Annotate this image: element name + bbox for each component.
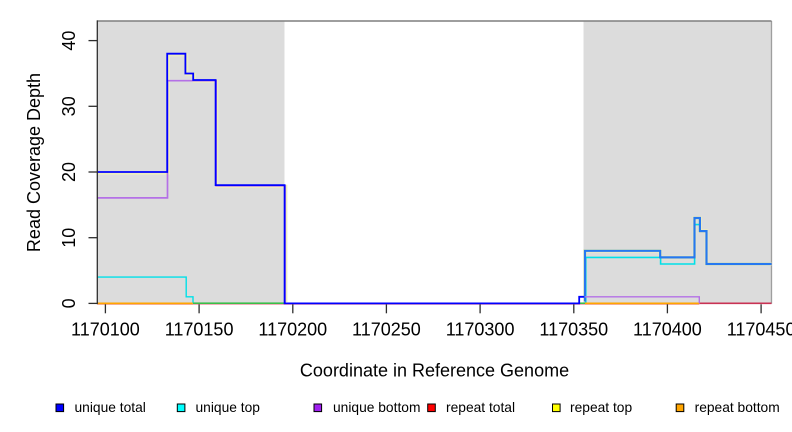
- svg-text:repeat total: repeat total: [446, 400, 515, 415]
- svg-text:Read Coverage Depth: Read Coverage Depth: [24, 73, 44, 252]
- svg-text:30: 30: [59, 96, 79, 116]
- svg-text:unique top: unique top: [196, 400, 261, 415]
- svg-text:1170100: 1170100: [71, 320, 140, 340]
- svg-text:1170250: 1170250: [352, 320, 421, 340]
- svg-text:Coordinate in Reference Genome: Coordinate in Reference Genome: [300, 360, 569, 380]
- svg-text:0: 0: [59, 298, 79, 308]
- svg-text:1170150: 1170150: [165, 320, 234, 340]
- svg-text:1170300: 1170300: [446, 320, 515, 340]
- svg-text:40: 40: [59, 31, 79, 51]
- svg-text:unique bottom: unique bottom: [333, 400, 420, 415]
- svg-text:10: 10: [59, 228, 79, 248]
- svg-text:1170450: 1170450: [727, 320, 792, 340]
- svg-text:1170400: 1170400: [633, 320, 702, 340]
- svg-text:unique total: unique total: [75, 400, 146, 415]
- svg-text:1170350: 1170350: [539, 320, 608, 340]
- svg-text:1170200: 1170200: [258, 320, 327, 340]
- svg-text:repeat bottom: repeat bottom: [695, 400, 780, 415]
- svg-text:repeat top: repeat top: [570, 400, 632, 415]
- svg-text:20: 20: [59, 162, 79, 182]
